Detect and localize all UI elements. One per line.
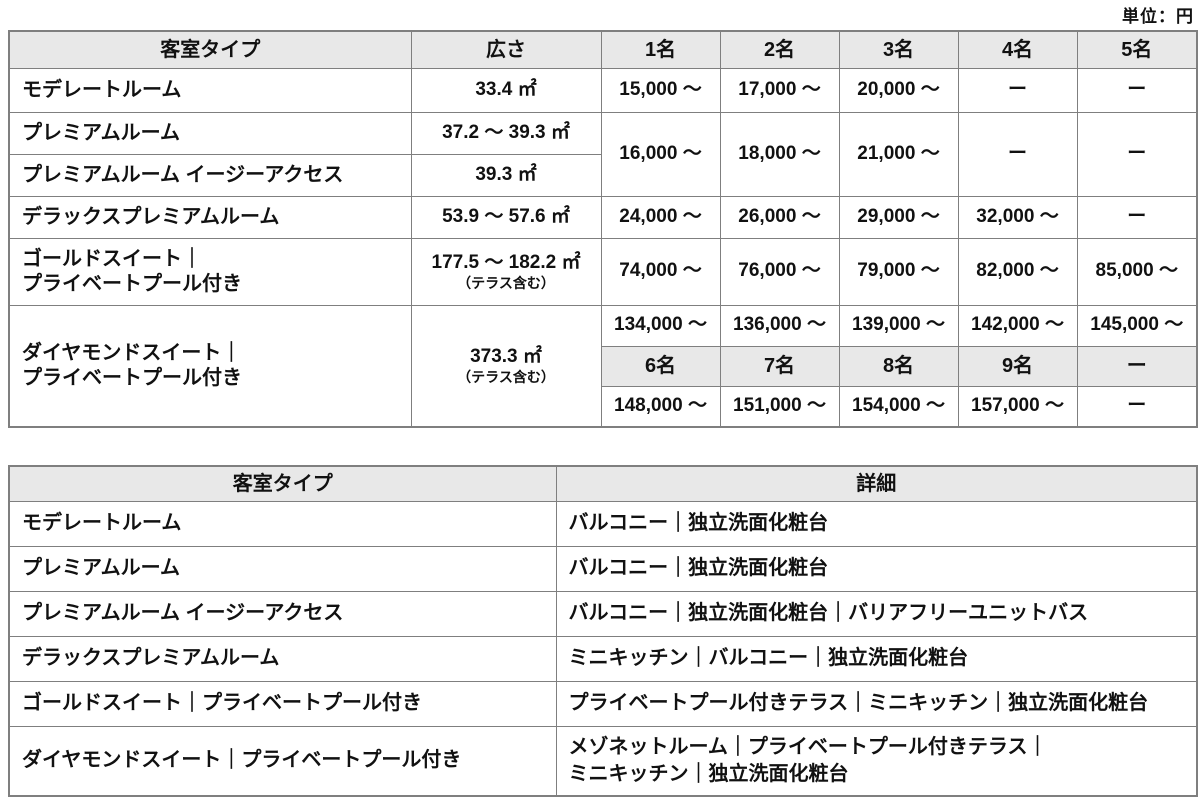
price-cell: 74,000 〜 [600, 237, 721, 306]
price-cell: 32,000 〜 [957, 195, 1078, 239]
table-row-deluxe-premium: デラックスプレミアムルーム 53.9 〜 57.6 ㎡ 24,000 〜 26,… [8, 195, 1198, 239]
capacity-7-header: 7名 [719, 345, 840, 387]
price-cell: 82,000 〜 [957, 237, 1078, 306]
capacity-8-header: 8名 [838, 345, 959, 387]
room-size-cell: 37.2 〜 39.3 ㎡ [410, 111, 602, 155]
table-row-diamond-suite-detail: ダイヤモンドスイート｜プライベートプール付き メゾネットルーム｜プライベートプー… [8, 725, 1198, 797]
room-type-header: 客室タイプ [8, 465, 557, 502]
price-cell: 151,000 〜 [719, 385, 840, 428]
price-cell: 26,000 〜 [719, 195, 840, 239]
room-name-line2: プライベートプール付き [22, 272, 242, 295]
price-cell: 24,000 〜 [600, 195, 721, 239]
table-row-moderate-detail: モデレートルーム バルコニー｜独立洗面化粧台 [8, 500, 1198, 547]
price-cell: 134,000 〜 [600, 304, 721, 347]
price-cell: ー [957, 67, 1078, 113]
size-header: 広さ [410, 30, 602, 69]
table-row-premium: プレミアムルーム 37.2 〜 39.3 ㎡ 16,000 〜 18,000 〜… [8, 111, 1198, 197]
room-name-cell: ダイヤモンドスイート｜ プライベートプール付き [8, 304, 412, 428]
price-cell: 148,000 〜 [600, 385, 721, 428]
room-price-table: 客室タイプ 広さ 1名 2名 3名 4名 5名 モデレートルーム 33.4 ㎡ … [8, 30, 1198, 428]
room-detail-table: 客室タイプ 詳細 モデレートルーム バルコニー｜独立洗面化粧台 プレミアムルーム… [8, 465, 1198, 797]
table-row-moderate: モデレートルーム 33.4 ㎡ 15,000 〜 17,000 〜 20,000… [8, 67, 1198, 113]
capacity-4-header: 4名 [957, 30, 1078, 69]
room-name-cell: デラックスプレミアムルーム [8, 635, 557, 682]
room-size-cell: 33.4 ㎡ [410, 67, 602, 113]
room-name-cell: プレミアムルーム イージーアクセス [8, 590, 557, 637]
room-detail-cell: バルコニー｜独立洗面化粧台｜バリアフリーユニットバス [555, 590, 1198, 637]
price-cell: 85,000 〜 [1076, 237, 1198, 306]
room-size-cell: 39.3 ㎡ [410, 153, 602, 197]
room-detail-cell: バルコニー｜独立洗面化粧台 [555, 500, 1198, 547]
room-size-note: （テラス含む） [457, 368, 555, 385]
table-row-gold-suite: ゴールドスイート｜ プライベートプール付き 177.5 〜 182.2 ㎡ （テ… [8, 237, 1198, 306]
table-row-deluxe-premium-detail: デラックスプレミアムルーム ミニキッチン｜バルコニー｜独立洗面化粧台 [8, 635, 1198, 682]
room-detail-line1: メゾネットルーム｜プライベートプール付きテラス｜ [568, 735, 1048, 758]
price-cell: ー [1076, 385, 1198, 428]
table-row-diamond-suite-lower: 148,000 〜 151,000 〜 154,000 〜 157,000 〜 … [9, 385, 1198, 428]
room-name-cell: ゴールドスイート｜ プライベートプール付き [8, 237, 412, 306]
table-row-diamond-suite-subheader: 6名 7名 8名 9名 ー [9, 345, 1198, 387]
room-size-cell: 53.9 〜 57.6 ㎡ [410, 195, 602, 239]
room-name-cell: モデレートルーム [8, 67, 412, 113]
room-name-cell: プレミアムルーム イージーアクセス [8, 153, 412, 197]
room-detail-cell: プライベートプール付きテラス｜ミニキッチン｜独立洗面化粧台 [555, 680, 1198, 727]
room-size-cell: 373.3 ㎡ （テラス含む） [410, 304, 602, 428]
table-row-premium-easy-access: プレミアムルーム イージーアクセス 39.3 ㎡ [8, 153, 1197, 197]
room-name-line1: ゴールドスイート｜ [22, 247, 202, 270]
price-cell: ー [957, 111, 1078, 197]
capacity-9-header: 9名 [957, 345, 1078, 387]
room-name-cell: モデレートルーム [8, 500, 557, 547]
capacity-6-header: 6名 [600, 345, 721, 387]
room-size-value: 177.5 〜 182.2 ㎡ [431, 251, 581, 273]
price-cell: 136,000 〜 [719, 304, 840, 347]
price-cell: 145,000 〜 [1076, 304, 1198, 347]
capacity-1-header: 1名 [600, 30, 721, 69]
price-cell: 18,000 〜 [719, 111, 840, 197]
room-detail-cell: メゾネットルーム｜プライベートプール付きテラス｜ ミニキッチン｜独立洗面化粧台 [555, 725, 1198, 797]
unit-label: 単位：円 [1122, 7, 1194, 26]
room-name-line1: ダイヤモンドスイート｜ [22, 341, 242, 364]
price-cell: 154,000 〜 [838, 385, 959, 428]
room-name-cell: プレミアムルーム [8, 545, 557, 592]
detail-table-header-row: 客室タイプ 詳細 [8, 465, 1198, 502]
price-table-header-row: 客室タイプ 広さ 1名 2名 3名 4名 5名 [8, 30, 1198, 69]
room-detail-cell: ミニキッチン｜バルコニー｜独立洗面化粧台 [555, 635, 1198, 682]
room-size-note: （テラス含む） [457, 274, 555, 291]
room-name-cell: プレミアムルーム [8, 111, 412, 155]
room-type-header: 客室タイプ [8, 30, 412, 69]
price-cell: 157,000 〜 [957, 385, 1078, 428]
capacity-2-header: 2名 [719, 30, 840, 69]
capacity-blank-header: ー [1076, 345, 1198, 387]
price-cell: 17,000 〜 [719, 67, 840, 113]
price-cell: 139,000 〜 [838, 304, 959, 347]
price-cell: 79,000 〜 [838, 237, 959, 306]
table-row-premium-easy-access-detail: プレミアムルーム イージーアクセス バルコニー｜独立洗面化粧台｜バリアフリーユニ… [8, 590, 1198, 637]
room-size-value: 373.3 ㎡ [470, 346, 542, 368]
room-name-cell: ゴールドスイート｜プライベートプール付き [8, 680, 557, 727]
room-detail-line2: ミニキッチン｜独立洗面化粧台 [568, 762, 849, 785]
room-name-cell: デラックスプレミアムルーム [8, 195, 412, 239]
price-cell: 142,000 〜 [957, 304, 1078, 347]
table-row-premium-detail: プレミアムルーム バルコニー｜独立洗面化粧台 [8, 545, 1198, 592]
price-cell: ー [1076, 111, 1198, 197]
price-cell: 20,000 〜 [838, 67, 959, 113]
table-row-gold-suite-detail: ゴールドスイート｜プライベートプール付き プライベートプール付きテラス｜ミニキッ… [8, 680, 1198, 727]
price-cell: ー [1076, 67, 1198, 113]
room-detail-cell: バルコニー｜独立洗面化粧台 [555, 545, 1198, 592]
price-cell: 76,000 〜 [719, 237, 840, 306]
detail-header: 詳細 [555, 465, 1198, 502]
capacity-5-header: 5名 [1076, 30, 1198, 69]
room-size-cell: 177.5 〜 182.2 ㎡ （テラス含む） [410, 237, 602, 306]
price-cell: ー [1076, 195, 1198, 239]
price-cell: 29,000 〜 [838, 195, 959, 239]
room-name-line2: プライベートプール付き [22, 366, 242, 389]
price-cell: 16,000 〜 [600, 111, 721, 197]
price-cell: 21,000 〜 [838, 111, 959, 197]
capacity-3-header: 3名 [838, 30, 959, 69]
price-cell: 15,000 〜 [600, 67, 721, 113]
room-name-cell: ダイヤモンドスイート｜プライベートプール付き [8, 725, 557, 797]
table-row-diamond-suite-upper: ダイヤモンドスイート｜ プライベートプール付き 373.3 ㎡ （テラス含む） … [8, 304, 1198, 428]
